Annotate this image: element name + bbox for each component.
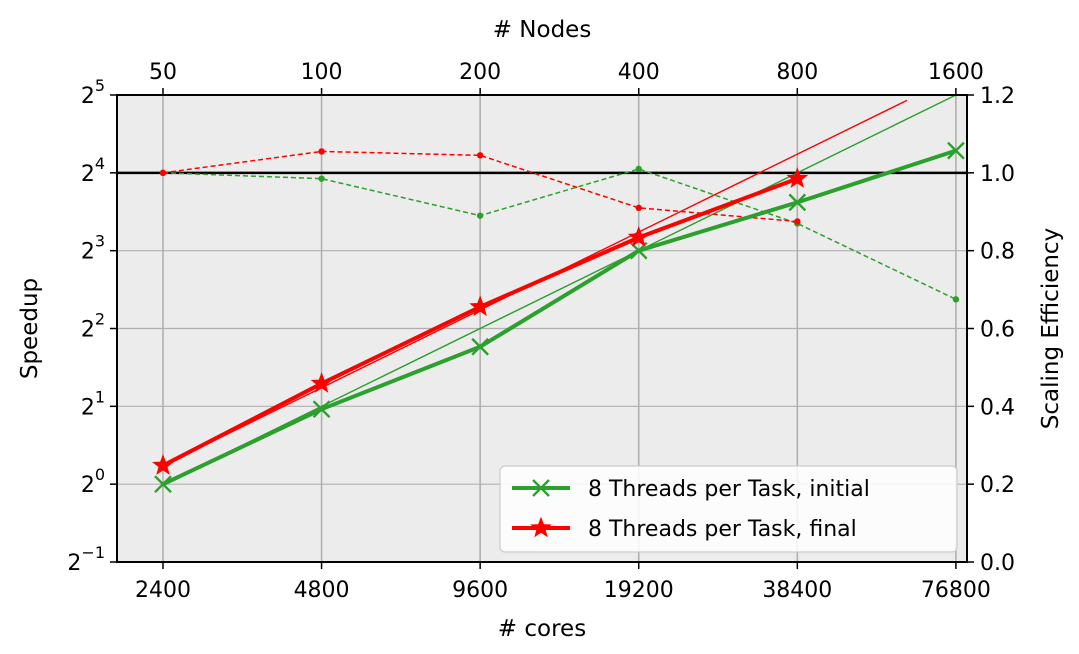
legend-entry-initial: 8 Threads per Task, initial xyxy=(588,477,870,502)
tick-exponent: 0 xyxy=(95,465,105,484)
y-tick-label: 21 xyxy=(81,387,105,420)
speedup-point xyxy=(788,193,807,212)
tick-base: 2 xyxy=(81,240,95,265)
legend-sample-initial xyxy=(512,479,570,497)
tick-base: 2 xyxy=(81,162,95,187)
legend-marker xyxy=(532,479,550,497)
ideal-line xyxy=(162,94,957,485)
efficiency-point xyxy=(318,175,325,182)
speedup-line xyxy=(162,148,957,486)
efficiency-point xyxy=(635,204,642,212)
tick-base: 2 xyxy=(81,318,95,343)
x-axis-top-title: # Nodes xyxy=(493,17,592,43)
legend: 8 Threads per Task, initial 8 Threads pe… xyxy=(499,465,958,553)
tick-exponent: 3 xyxy=(95,232,105,251)
y-tick-label: 22 xyxy=(81,310,105,343)
tick-exponent: 2 xyxy=(95,310,105,329)
tick-exponent: 5 xyxy=(95,76,105,95)
efficiency-line xyxy=(162,168,957,300)
legend-sample-final xyxy=(512,516,570,538)
x-axis-bottom-title: # cores xyxy=(498,616,586,642)
marker-stroke xyxy=(312,400,331,419)
y-right-tick-label: 1.0 xyxy=(980,162,1015,187)
efficiency-point xyxy=(476,152,484,159)
marker-stroke xyxy=(947,141,965,160)
legend-marker xyxy=(530,516,552,538)
y-axis-left-title: Speedup xyxy=(17,278,43,379)
y-right-tick-label: 0.6 xyxy=(980,318,1015,343)
marker-stroke xyxy=(788,193,807,212)
y-tick-label: 23 xyxy=(81,232,105,265)
efficiency-line xyxy=(162,150,798,223)
x-top-tick-label: 1600 xyxy=(928,60,984,85)
marker-stroke xyxy=(471,337,490,356)
x-top-tick-label: 100 xyxy=(301,60,343,85)
efficiency-point xyxy=(952,296,960,303)
speedup-point xyxy=(469,295,492,317)
legend-box xyxy=(499,465,958,553)
x-top-tick-label: 200 xyxy=(459,60,501,85)
speedup-point xyxy=(312,400,331,419)
x-tick-label: 38400 xyxy=(762,578,832,603)
speedup-point xyxy=(786,167,809,188)
y-right-tick-label: 0.8 xyxy=(980,240,1015,265)
x-tick-label: 19200 xyxy=(604,578,674,603)
tick-exponent: 1 xyxy=(95,387,105,406)
tick-base: 2 xyxy=(81,395,95,420)
y-right-tick-label: 1.2 xyxy=(980,84,1015,109)
x-tick-label: 4800 xyxy=(294,578,350,603)
speedup-point xyxy=(627,226,650,247)
efficiency-point xyxy=(476,212,484,219)
y-tick-label: 25 xyxy=(81,76,105,109)
y-tick-label: 24 xyxy=(81,154,105,187)
efficiency-point xyxy=(318,148,325,155)
tick-exponent: −1 xyxy=(81,543,105,562)
tick-exponent: 4 xyxy=(95,154,105,173)
y-right-tick-label: 0.2 xyxy=(980,473,1015,498)
speedup-point xyxy=(471,337,490,356)
tick-base: 2 xyxy=(67,551,81,576)
tick-base: 2 xyxy=(81,84,95,109)
y-tick-label: 20 xyxy=(81,465,105,498)
marker-stroke xyxy=(154,475,172,494)
speedup-point xyxy=(152,454,174,475)
speedup-point xyxy=(154,475,172,494)
y-tick-label: 2−1 xyxy=(67,543,105,576)
speedup-point xyxy=(947,141,965,160)
x-top-tick-label: 400 xyxy=(618,60,660,85)
x-top-tick-label: 800 xyxy=(776,60,818,85)
y-right-tick-label: 0.0 xyxy=(980,551,1015,576)
speedup-point xyxy=(310,372,333,393)
y-axis-right-title: Scaling Efficiency xyxy=(1038,228,1064,429)
x-top-tick-label: 50 xyxy=(149,60,177,85)
tick-base: 2 xyxy=(81,473,95,498)
efficiency-point xyxy=(159,169,167,177)
x-tick-label: 76800 xyxy=(921,578,991,603)
y-right-tick-label: 0.4 xyxy=(980,395,1015,420)
x-tick-label: 9600 xyxy=(452,578,508,603)
efficiency-point xyxy=(794,218,801,225)
x-tick-label: 2400 xyxy=(135,578,191,603)
efficiency-point xyxy=(635,165,642,173)
legend-entry-final: 8 Threads per Task, final xyxy=(588,517,857,542)
marker-stroke xyxy=(532,479,550,497)
